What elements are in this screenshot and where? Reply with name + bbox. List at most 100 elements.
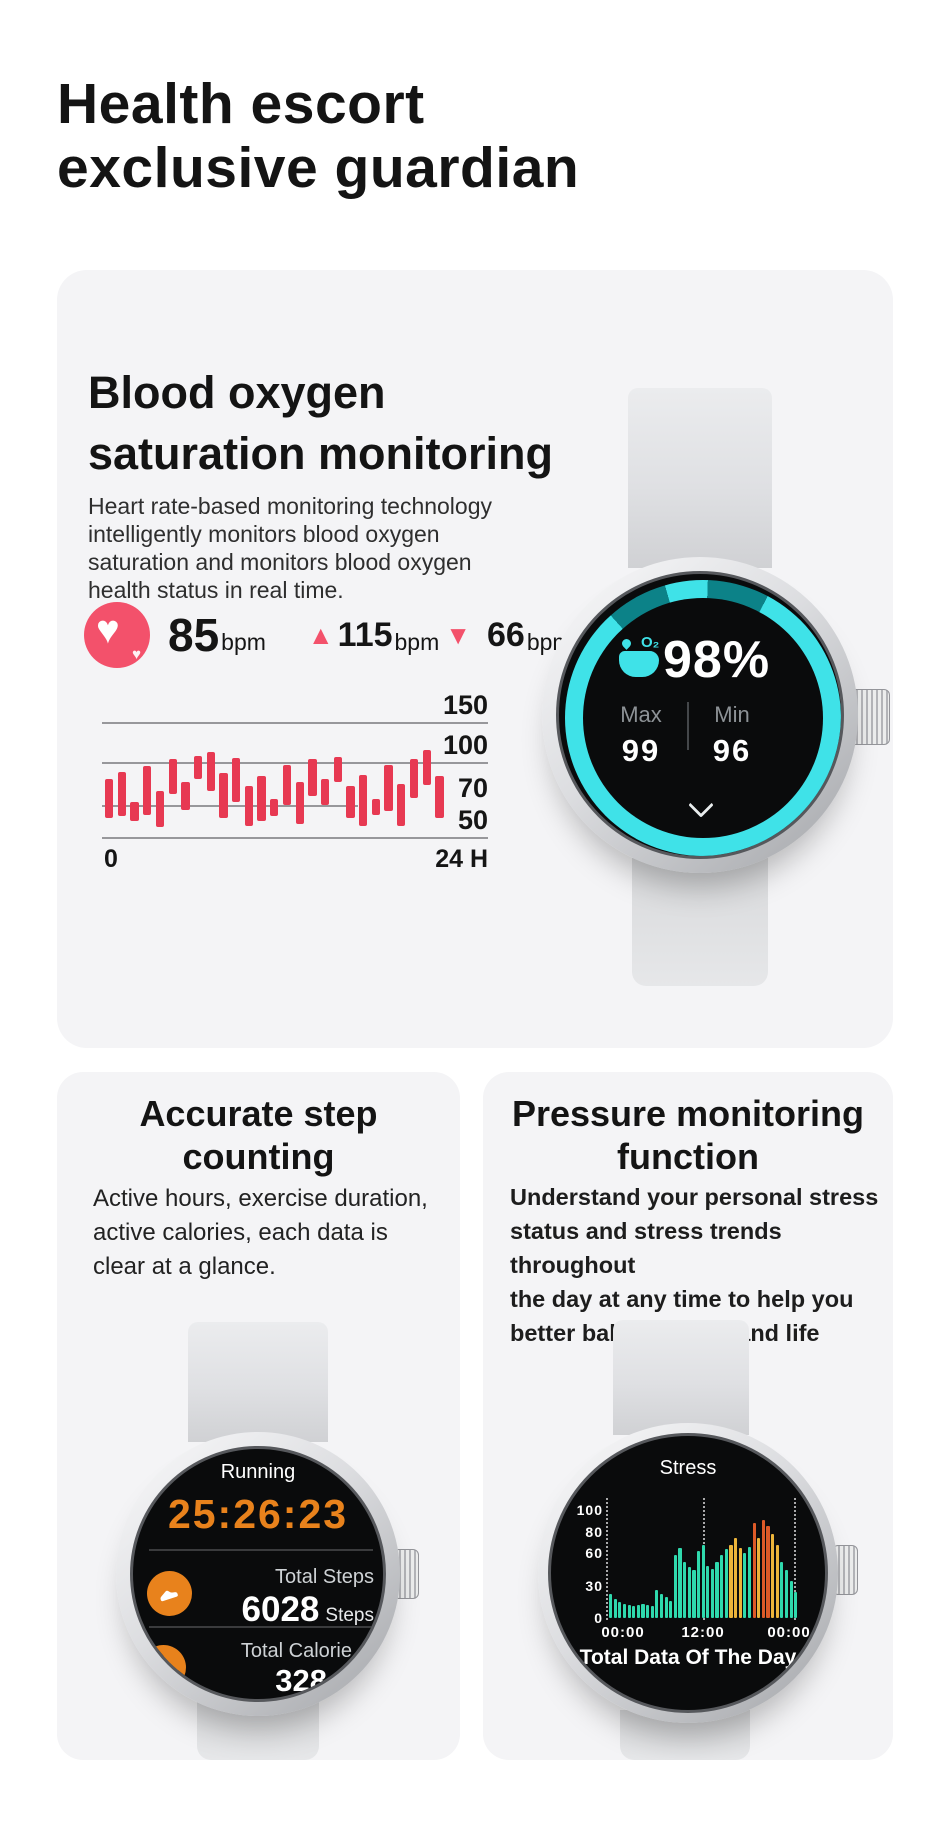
stress-bar [743, 1553, 747, 1618]
blood-oxygen-description: Heart rate-based monitoring technology i… [88, 492, 492, 604]
stress-bar [747, 1546, 752, 1618]
heart-rate-bar [155, 790, 165, 828]
stress-bar [775, 1544, 779, 1618]
heart-rate-bar [333, 757, 342, 783]
stress-bar [618, 1601, 622, 1618]
heart-rate-current: 85 [168, 609, 220, 661]
dotted-axis-line [606, 1498, 608, 1620]
heart-rate-bar [371, 799, 381, 815]
calories-icon-badge [141, 1645, 186, 1690]
stress-bar [789, 1581, 793, 1618]
blood-oxygen-heading-line2: saturation monitoring [88, 428, 553, 479]
spo2-max-block: Max 99 [611, 702, 671, 769]
heart-rate-min: 66 [487, 615, 525, 654]
heart-rate-bar [346, 786, 355, 818]
hr-chart-x-end: 24 H [435, 845, 488, 873]
hr-chart-x-start: 0 [104, 845, 118, 873]
description-line: status and stress trends throughout [510, 1218, 782, 1278]
spo2-value: 98% [663, 631, 771, 689]
heart-rate-bar [232, 758, 241, 803]
watch-strap-top [628, 388, 772, 568]
pressure-heading: Pressure monitoring function [483, 1092, 893, 1178]
total-steps-label: Total Steps [275, 1566, 374, 1588]
stress-bar [696, 1551, 701, 1618]
page-title-line1: Health escort [57, 72, 425, 136]
steps-number: 6028 [241, 1590, 320, 1629]
spo2-min-block: Min 96 [702, 702, 762, 769]
stress-bar [710, 1569, 715, 1618]
description-line: clear at a glance. [93, 1253, 276, 1280]
stress-bar [664, 1597, 668, 1618]
stress-bar [687, 1567, 691, 1618]
stress-bar [784, 1570, 789, 1618]
description-line: health status in real time. [88, 577, 344, 603]
stress-bar [641, 1603, 645, 1618]
arrow-down-icon: ▼ [445, 619, 471, 650]
pressure-heading-line1: Pressure monitoring [511, 1093, 865, 1134]
heart-rate-summary: ♥ ♥ 85 bpm ▲ 115 bpm ▼ 66 bpm [84, 600, 572, 670]
droplet-icon [620, 637, 633, 650]
stress-bar [757, 1538, 761, 1618]
spo2-min-value: 96 [712, 733, 752, 768]
heart-rate-bar [270, 799, 279, 817]
divider [149, 1626, 373, 1628]
stress-bar [706, 1566, 710, 1618]
watch-strap-top [613, 1320, 749, 1435]
stress-bar [622, 1603, 627, 1618]
heart-rate-bar [384, 764, 393, 812]
stress-ytick: 100 [576, 1502, 603, 1518]
dotted-axis-line [794, 1498, 796, 1620]
stress-bar [794, 1592, 798, 1618]
heart-rate-chart: 0 24 H 150 100 70 50 [102, 689, 488, 875]
description-line: intelligently monitors blood oxygen [88, 521, 440, 547]
heart-rate-bar [435, 776, 444, 818]
stress-bar [678, 1547, 682, 1618]
description-line: active calories, each data is [93, 1219, 388, 1246]
stress-bar [655, 1589, 659, 1618]
stress-title: Stress [659, 1457, 717, 1479]
description-line: the day at any time to help you [510, 1286, 854, 1312]
stress-bar [729, 1544, 733, 1618]
card-step-counting: Accurate step counting Active hours, exe… [57, 1072, 460, 1760]
watch-strap-bottom [632, 858, 768, 986]
spo2-max-value: 99 [621, 733, 661, 768]
heart-rate-bar [130, 802, 139, 821]
stress-bar [724, 1548, 728, 1618]
blood-oxygen-heading-line1: Blood oxygen [88, 367, 386, 418]
stress-bar [692, 1570, 696, 1618]
watch-strap-top [188, 1322, 328, 1442]
heart-rate-bar [219, 773, 228, 818]
heart-rate-bar [244, 786, 254, 826]
heart-rate-bar [257, 776, 266, 821]
stress-bar [766, 1526, 770, 1618]
watch-screen-steps: Running 25:26:23 Total Steps 6028 Steps T… [130, 1446, 386, 1702]
heart-glyph: ♥ [96, 608, 120, 652]
stress-bar [780, 1561, 784, 1618]
stress-bar [720, 1555, 724, 1618]
steps-unit: Steps [325, 1605, 374, 1626]
stress-bar [609, 1594, 613, 1618]
stress-bar [771, 1533, 775, 1618]
stress-xtick: 00:00 [767, 1624, 811, 1641]
stress-footer: Total Data Of The Day [579, 1646, 797, 1669]
divider [149, 1549, 373, 1551]
gridline-label: 150 [358, 689, 488, 721]
heart-rate-bar [295, 782, 304, 825]
pressure-heading-line2: function [617, 1136, 759, 1177]
heart-rate-bar [320, 779, 330, 805]
stress-bar [673, 1555, 677, 1618]
page-title: Health escort exclusive guardian [57, 72, 579, 200]
stress-bar [752, 1522, 756, 1618]
gridline [102, 837, 488, 839]
spo2-min-label: Min [714, 702, 750, 727]
description-line: Heart rate-based monitoring technology [88, 493, 493, 519]
stress-bar [646, 1605, 650, 1618]
step-heading-line1: Accurate step [139, 1093, 378, 1134]
stress-ytick: 0 [594, 1610, 603, 1626]
stress-bar [650, 1606, 654, 1618]
stress-bar [761, 1519, 765, 1618]
heart-rate-bar [193, 755, 203, 780]
total-calories-value: 328 [275, 1663, 327, 1698]
card-pressure-monitoring: Pressure monitoring function Understand … [483, 1072, 893, 1760]
